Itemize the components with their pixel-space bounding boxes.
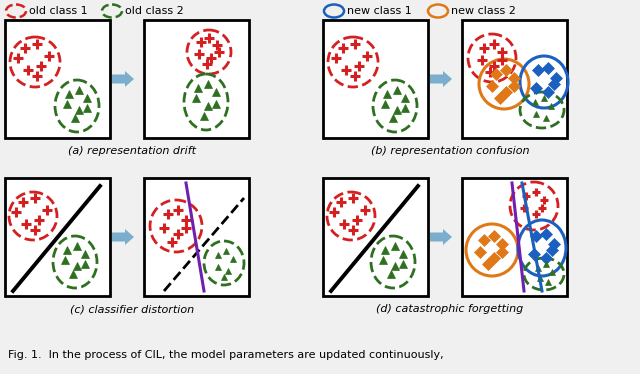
Bar (462, 178, 567, 296)
Bar (144, 178, 249, 296)
Text: new class 1: new class 1 (347, 6, 412, 16)
Text: (c) classifier distortion: (c) classifier distortion (70, 304, 194, 314)
FancyArrow shape (112, 71, 134, 87)
Text: new class 2: new class 2 (451, 6, 516, 16)
FancyArrow shape (112, 229, 134, 245)
Text: Fig. 1.  In the process of CIL, the model parameters are updated continuously,: Fig. 1. In the process of CIL, the model… (8, 350, 444, 360)
Text: (b) representation confusion: (b) representation confusion (371, 146, 529, 156)
Bar (5, 20, 110, 138)
Text: (d) catastrophic forgetting: (d) catastrophic forgetting (376, 304, 524, 314)
Text: old class 1: old class 1 (29, 6, 88, 16)
FancyArrow shape (430, 229, 452, 245)
Bar (462, 20, 567, 138)
Bar (5, 178, 110, 296)
Bar (323, 20, 428, 138)
FancyArrow shape (430, 71, 452, 87)
Bar (144, 20, 249, 138)
Text: old class 2: old class 2 (125, 6, 184, 16)
Bar (323, 178, 428, 296)
Text: (a) representation drift: (a) representation drift (68, 146, 196, 156)
